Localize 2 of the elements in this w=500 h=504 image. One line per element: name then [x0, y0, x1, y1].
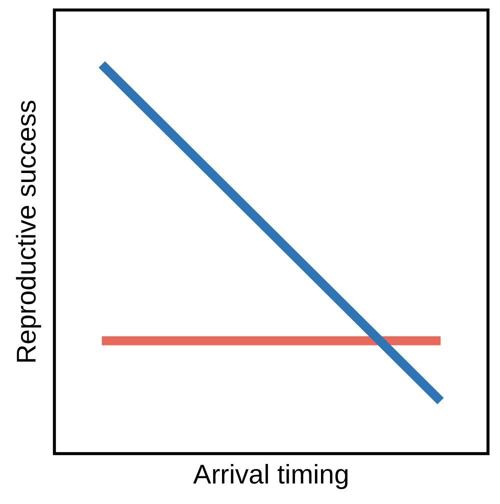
- x-axis-title: Arrival timing: [193, 459, 350, 490]
- y-axis-title: Reproductive success: [12, 100, 42, 364]
